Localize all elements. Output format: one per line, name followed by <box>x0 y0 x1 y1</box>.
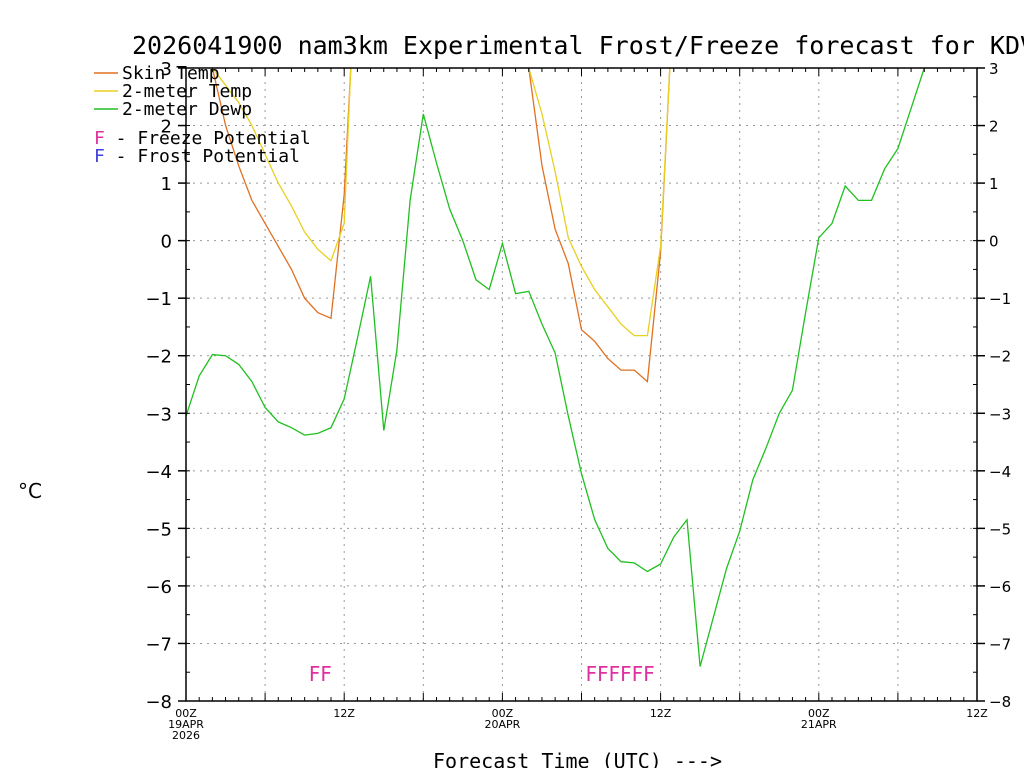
x-tick-label: 00Z <box>175 707 197 720</box>
y-tick-label-right: 2 <box>989 118 999 136</box>
y-tick-label-right: −2 <box>989 348 1011 366</box>
series-line-skin-temp <box>528 68 671 383</box>
legend-potential-glyph: F <box>94 146 105 167</box>
y-tick-label-right: −3 <box>989 405 1011 423</box>
y-tick-label: −8 <box>145 692 172 713</box>
y-tick-label: −5 <box>145 519 172 540</box>
x-tick-label: 20APR <box>484 718 520 731</box>
x-tick-label: 12Z <box>650 707 672 720</box>
y-tick-label-right: 1 <box>989 175 999 193</box>
legend-potential-glyph: F <box>94 128 105 149</box>
y-tick-label-right: 0 <box>989 233 999 251</box>
x-tick-label: 2026 <box>172 729 200 742</box>
series-lines <box>186 68 925 667</box>
x-tick-label: 12Z <box>966 707 988 720</box>
y-tick-label: −1 <box>145 289 172 310</box>
y-axis-title: °C <box>18 479 42 503</box>
legend-potential-text: - Freeze Potential <box>105 128 311 149</box>
legend-potential-text: - Frost Potential <box>105 146 300 167</box>
y-axis-labels: 3 3 2 2 1 1 0 0 −1 −1 −2 −2 −3 −3 −4 −4 −5 −5 −6 −6 −7 −7 −8 −8 <box>145 59 1011 713</box>
y-tick-label: 0 <box>161 232 172 253</box>
x-tick-label: 21APR <box>801 718 837 731</box>
series-line-2-meter-temp <box>211 68 352 262</box>
y-tick-label: −6 <box>145 577 172 598</box>
y-tick-label: −2 <box>145 347 172 368</box>
y-tick-label: −3 <box>145 404 172 425</box>
series-line-skin-temp <box>211 68 352 320</box>
y-tick-label-right: −1 <box>989 290 1011 308</box>
freeze-marker: FFFFFF <box>586 662 655 686</box>
y-tick-label: 1 <box>161 174 172 195</box>
legend-potential-entry: F - Frost Potential <box>94 146 300 167</box>
y-tick-label-right: −4 <box>989 463 1011 481</box>
series-line-2-meter-temp <box>528 68 671 337</box>
chart-title: 2026041900 nam3km Experimental Frost/Fre… <box>132 31 1024 60</box>
x-axis-title: Forecast Time (UTC) ---> <box>433 749 722 768</box>
axis-ticks <box>178 67 985 702</box>
series-line-2-meter-dewp <box>186 68 925 667</box>
y-tick-label-right: −7 <box>989 635 1011 653</box>
freeze-annotations: FF FFFFFF <box>309 662 655 686</box>
y-tick-label: −7 <box>145 634 172 655</box>
legend-entry: 2-meter Dewp <box>122 99 252 120</box>
y-tick-label: −4 <box>145 462 172 483</box>
x-tick-label: 00Z <box>808 707 830 720</box>
freeze-marker: FF <box>309 662 332 686</box>
legend-potential-entry: F - Freeze Potential <box>94 128 311 149</box>
y-tick-label-right: 3 <box>989 60 999 78</box>
x-tick-label: 19APR <box>168 718 204 731</box>
x-tick-label: 00Z <box>492 707 514 720</box>
grid-lines <box>186 68 977 701</box>
x-tick-label: 12Z <box>333 707 355 720</box>
y-tick-label-right: −6 <box>989 578 1011 596</box>
y-tick-label-right: −5 <box>989 520 1011 538</box>
legend-entry: Skin Temp <box>122 63 220 84</box>
legend-entry: 2-meter Temp <box>122 81 252 102</box>
y-tick-label-right: −8 <box>989 693 1011 711</box>
y-tick-label: 2 <box>161 117 172 138</box>
y-tick-label: 3 <box>161 59 172 80</box>
